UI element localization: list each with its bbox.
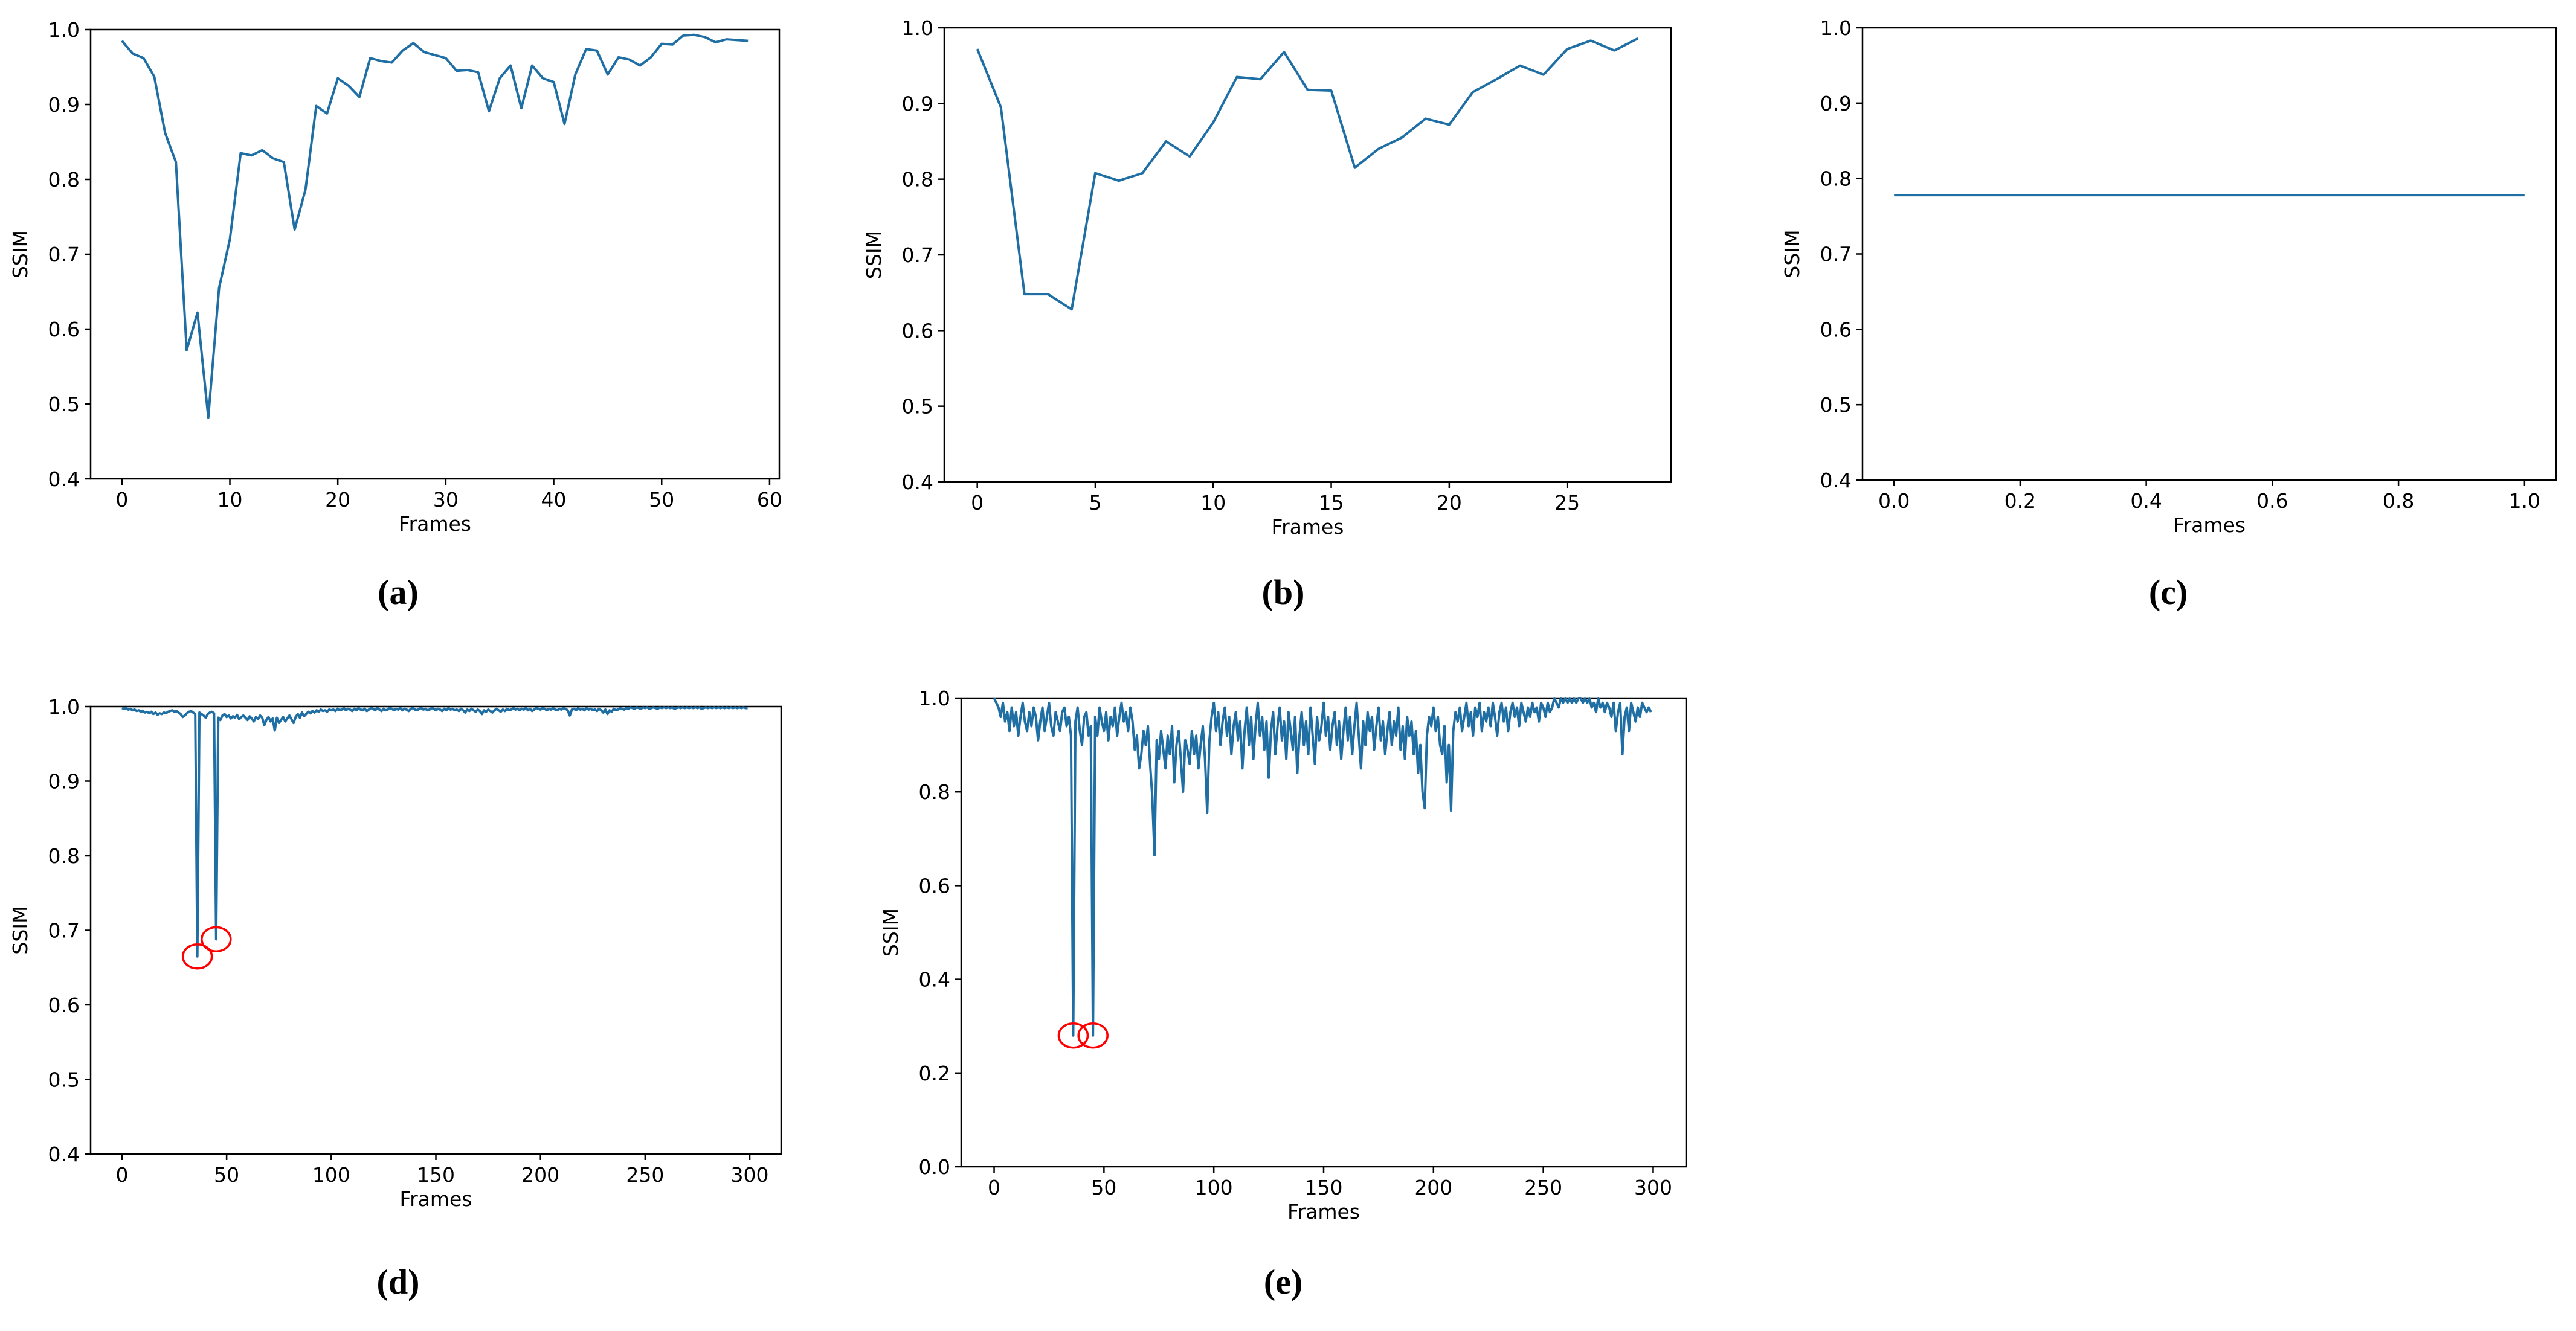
x-axis-label: Frames <box>1271 515 1344 539</box>
y-axis-label: SSIM <box>862 231 886 279</box>
x-axis-label: Frames <box>399 1187 472 1211</box>
x-tick-label: 25 <box>1554 491 1580 515</box>
x-tick-label: 0 <box>988 1176 1000 1199</box>
y-tick-label: 0.9 <box>1820 92 1852 115</box>
x-tick-label: 0 <box>115 1163 128 1187</box>
axes-frame <box>943 27 1672 483</box>
y-tick-label: 0.7 <box>48 919 80 943</box>
x-tick-label: 250 <box>626 1163 664 1187</box>
x-tick-label: 0 <box>971 491 984 515</box>
panel-caption: (d) <box>377 1262 420 1301</box>
x-tick-label: 200 <box>521 1163 559 1187</box>
y-tick-label: 0.9 <box>902 92 933 115</box>
y-tick-label: 0.6 <box>1820 318 1852 341</box>
x-tick-label: 20 <box>325 488 350 512</box>
y-tick-label: 0.4 <box>919 968 950 992</box>
x-axis-label: Frames <box>2173 513 2246 537</box>
y-tick-label: 0.8 <box>1820 167 1852 191</box>
x-tick-label: 200 <box>1414 1176 1452 1199</box>
x-tick-label: 150 <box>1305 1176 1343 1199</box>
highlight-circle <box>1077 1022 1109 1049</box>
y-axis-label: SSIM <box>8 906 32 954</box>
panel-caption: (c) <box>2149 572 2188 612</box>
data-line <box>976 37 1639 311</box>
x-tick-label: 5 <box>1089 491 1101 515</box>
y-axis-label: SSIM <box>879 908 903 957</box>
y-tick-label: 0.6 <box>902 319 933 342</box>
y-tick-label: 0.5 <box>48 393 80 416</box>
y-tick-label: 0.7 <box>48 243 80 266</box>
highlight-circle <box>1057 1022 1089 1049</box>
x-tick-label: 0.0 <box>1878 489 1910 513</box>
data-line <box>121 706 748 958</box>
axes-frame <box>1861 27 2557 481</box>
axes-frame <box>89 705 782 1155</box>
x-tick-label: 50 <box>1091 1176 1116 1199</box>
x-tick-label: 50 <box>649 488 674 512</box>
x-axis-label: Frames <box>1287 1200 1360 1224</box>
x-tick-label: 100 <box>312 1163 350 1187</box>
y-tick-label: 0.6 <box>919 874 950 897</box>
axes-frame <box>89 28 781 480</box>
y-tick-label: 0.8 <box>919 780 950 804</box>
x-tick-label: 150 <box>417 1163 455 1187</box>
x-tick-label: 1.0 <box>2509 489 2540 513</box>
data-line <box>121 33 749 419</box>
y-tick-label: 0.0 <box>919 1155 950 1179</box>
panel-caption: (a) <box>378 572 419 612</box>
y-tick-label: 0.4 <box>902 470 933 494</box>
highlight-circle <box>181 943 213 970</box>
y-tick-label: 0.7 <box>902 243 933 267</box>
x-tick-label: 40 <box>541 488 567 512</box>
y-tick-label: 1.0 <box>902 16 933 40</box>
x-tick-label: 15 <box>1319 491 1344 515</box>
y-tick-label: 0.8 <box>902 168 933 191</box>
y-tick-label: 0.9 <box>48 93 80 117</box>
y-tick-label: 0.8 <box>48 844 80 868</box>
panel-caption: (e) <box>1264 1262 1302 1301</box>
y-tick-label: 1.0 <box>48 18 80 42</box>
y-tick-label: 0.4 <box>48 467 80 491</box>
x-tick-label: 10 <box>217 488 243 512</box>
y-tick-label: 0.2 <box>919 1062 950 1085</box>
x-tick-label: 20 <box>1437 491 1462 515</box>
x-tick-label: 50 <box>214 1163 239 1187</box>
y-tick-label: 0.5 <box>1820 393 1852 417</box>
axes-frame <box>960 697 1687 1168</box>
x-tick-label: 300 <box>1634 1176 1672 1199</box>
x-tick-label: 250 <box>1524 1176 1562 1199</box>
x-tick-label: 0.8 <box>2383 489 2414 513</box>
y-tick-label: 0.8 <box>48 168 80 191</box>
x-tick-label: 30 <box>433 488 459 512</box>
x-tick-label: 60 <box>757 488 782 512</box>
y-axis-label: SSIM <box>8 230 32 278</box>
x-tick-label: 10 <box>1200 491 1226 515</box>
y-tick-label: 0.4 <box>48 1143 80 1166</box>
y-tick-label: 0.5 <box>902 395 933 419</box>
y-tick-label: 0.6 <box>48 993 80 1017</box>
y-tick-label: 1.0 <box>919 687 950 710</box>
x-tick-label: 0.2 <box>2004 489 2036 513</box>
x-tick-label: 0 <box>115 488 128 512</box>
x-tick-label: 0.4 <box>2130 489 2162 513</box>
x-tick-label: 300 <box>731 1163 769 1187</box>
highlight-circle <box>201 926 232 953</box>
y-tick-label: 0.4 <box>1820 469 1852 492</box>
y-axis-label: SSIM <box>1780 229 1804 278</box>
x-tick-label: 100 <box>1195 1176 1233 1199</box>
y-tick-label: 0.5 <box>48 1068 80 1092</box>
data-line <box>993 697 1652 1037</box>
panel-caption: (b) <box>1262 572 1305 612</box>
x-tick-label: 0.6 <box>2256 489 2288 513</box>
y-tick-label: 1.0 <box>48 695 80 719</box>
y-tick-label: 0.6 <box>48 318 80 341</box>
y-tick-label: 0.9 <box>48 770 80 794</box>
x-axis-label: Frames <box>399 512 471 536</box>
y-tick-label: 1.0 <box>1820 16 1852 40</box>
y-tick-label: 0.7 <box>1820 243 1852 266</box>
